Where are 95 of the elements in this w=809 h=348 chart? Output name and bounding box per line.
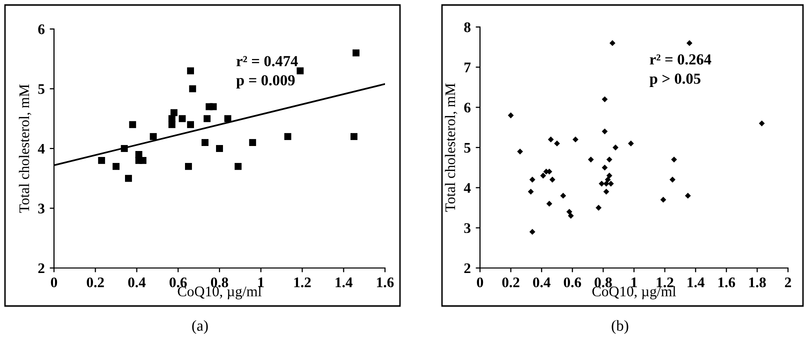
x-tick-label: 0.8 <box>594 277 612 288</box>
point <box>602 164 608 171</box>
point <box>210 103 217 110</box>
point <box>560 192 566 199</box>
x-tick-label: 1.4 <box>688 278 704 288</box>
x-tick-label: 1 <box>632 278 637 288</box>
point <box>670 176 676 183</box>
point <box>602 128 608 134</box>
point <box>129 121 136 128</box>
point <box>758 120 765 126</box>
x-tick-label: 0.6 <box>564 277 582 288</box>
point <box>98 156 106 164</box>
point <box>350 133 358 140</box>
x-tick-label: 0.6 <box>170 277 187 288</box>
point <box>150 133 157 140</box>
point <box>139 156 146 164</box>
y-tick-label: 3 <box>464 223 470 234</box>
point <box>671 156 677 162</box>
x-tick-label: 1.4 <box>336 278 352 288</box>
text: (a) <box>192 320 208 334</box>
annotation: p > 0.05 <box>650 74 700 87</box>
point <box>178 115 186 122</box>
point <box>125 174 132 182</box>
point <box>352 49 360 56</box>
x-axis-title: CoQ10, µg/ml <box>592 286 676 300</box>
x-tick-label: 1.6 <box>718 277 736 288</box>
point <box>566 208 572 215</box>
point <box>548 136 554 142</box>
x-tick-label: 0.4 <box>128 277 146 288</box>
point <box>686 40 692 46</box>
point <box>606 156 612 162</box>
point <box>588 156 594 162</box>
y-tick-label: 4 <box>464 183 471 193</box>
point <box>204 115 211 122</box>
point <box>528 188 534 195</box>
point <box>568 212 574 219</box>
x-tick-label: 1.2 <box>294 277 311 288</box>
y-tick-label: 8 <box>464 22 470 32</box>
y-tick-label: 6 <box>464 102 471 113</box>
point <box>508 112 514 118</box>
point <box>603 188 610 195</box>
point <box>187 67 194 74</box>
x-tick-label: 2 <box>784 277 792 288</box>
point <box>189 85 196 92</box>
point <box>284 133 292 140</box>
y-tick-label: 5 <box>464 143 470 153</box>
x-tick-label: 0.4 <box>533 277 550 288</box>
point <box>184 162 192 170</box>
point <box>529 228 536 235</box>
point <box>540 172 546 179</box>
point <box>603 180 610 187</box>
annotation: r² = 0.474 <box>236 56 298 66</box>
y-tick-label: 2 <box>464 263 470 274</box>
y-tick-label: 3 <box>38 204 44 214</box>
point <box>549 176 556 183</box>
y-tick-label: 7 <box>464 62 471 72</box>
point <box>606 172 612 179</box>
point <box>684 192 691 199</box>
point <box>234 162 242 170</box>
point <box>112 162 120 170</box>
point <box>529 176 536 183</box>
x-tick-label: 1.6 <box>377 277 394 288</box>
y-tick-label: 4 <box>38 144 45 154</box>
point <box>628 140 634 146</box>
point <box>572 136 578 142</box>
point <box>596 204 602 211</box>
point <box>187 121 194 128</box>
x-tick-label: 1 <box>258 278 264 288</box>
point <box>296 67 304 74</box>
x-tick-label: 1.8 <box>749 277 766 288</box>
x-tick-label: 1.2 <box>656 277 674 288</box>
point <box>216 145 223 152</box>
annotation: r² = 0.264 <box>650 54 712 65</box>
y-tick-label: 5 <box>38 84 44 94</box>
y-tick-label: 2 <box>38 263 44 274</box>
point <box>602 96 608 102</box>
point <box>202 139 208 146</box>
y-axis-title: Total cholesterol, mM <box>18 84 32 213</box>
point <box>609 40 616 46</box>
point <box>517 148 523 154</box>
annotation: p = 0.009 <box>236 75 295 89</box>
point <box>170 109 178 116</box>
x-tick-label: 0.8 <box>210 277 228 288</box>
x-tick-label: 0.2 <box>86 277 104 288</box>
x-tick-label: 0 <box>476 277 484 288</box>
point <box>546 200 552 207</box>
text: (b) <box>612 320 628 334</box>
point <box>168 121 176 128</box>
point <box>249 139 256 146</box>
point <box>604 176 611 183</box>
y-tick-label: 6 <box>38 24 45 34</box>
x-axis-title: CoQ10, µg/ml <box>178 286 262 300</box>
x-tick-label: 0 <box>50 277 58 288</box>
x-tick-label: 0.2 <box>502 277 520 288</box>
y-axis-title: Total cholesterol, mM <box>444 83 458 212</box>
